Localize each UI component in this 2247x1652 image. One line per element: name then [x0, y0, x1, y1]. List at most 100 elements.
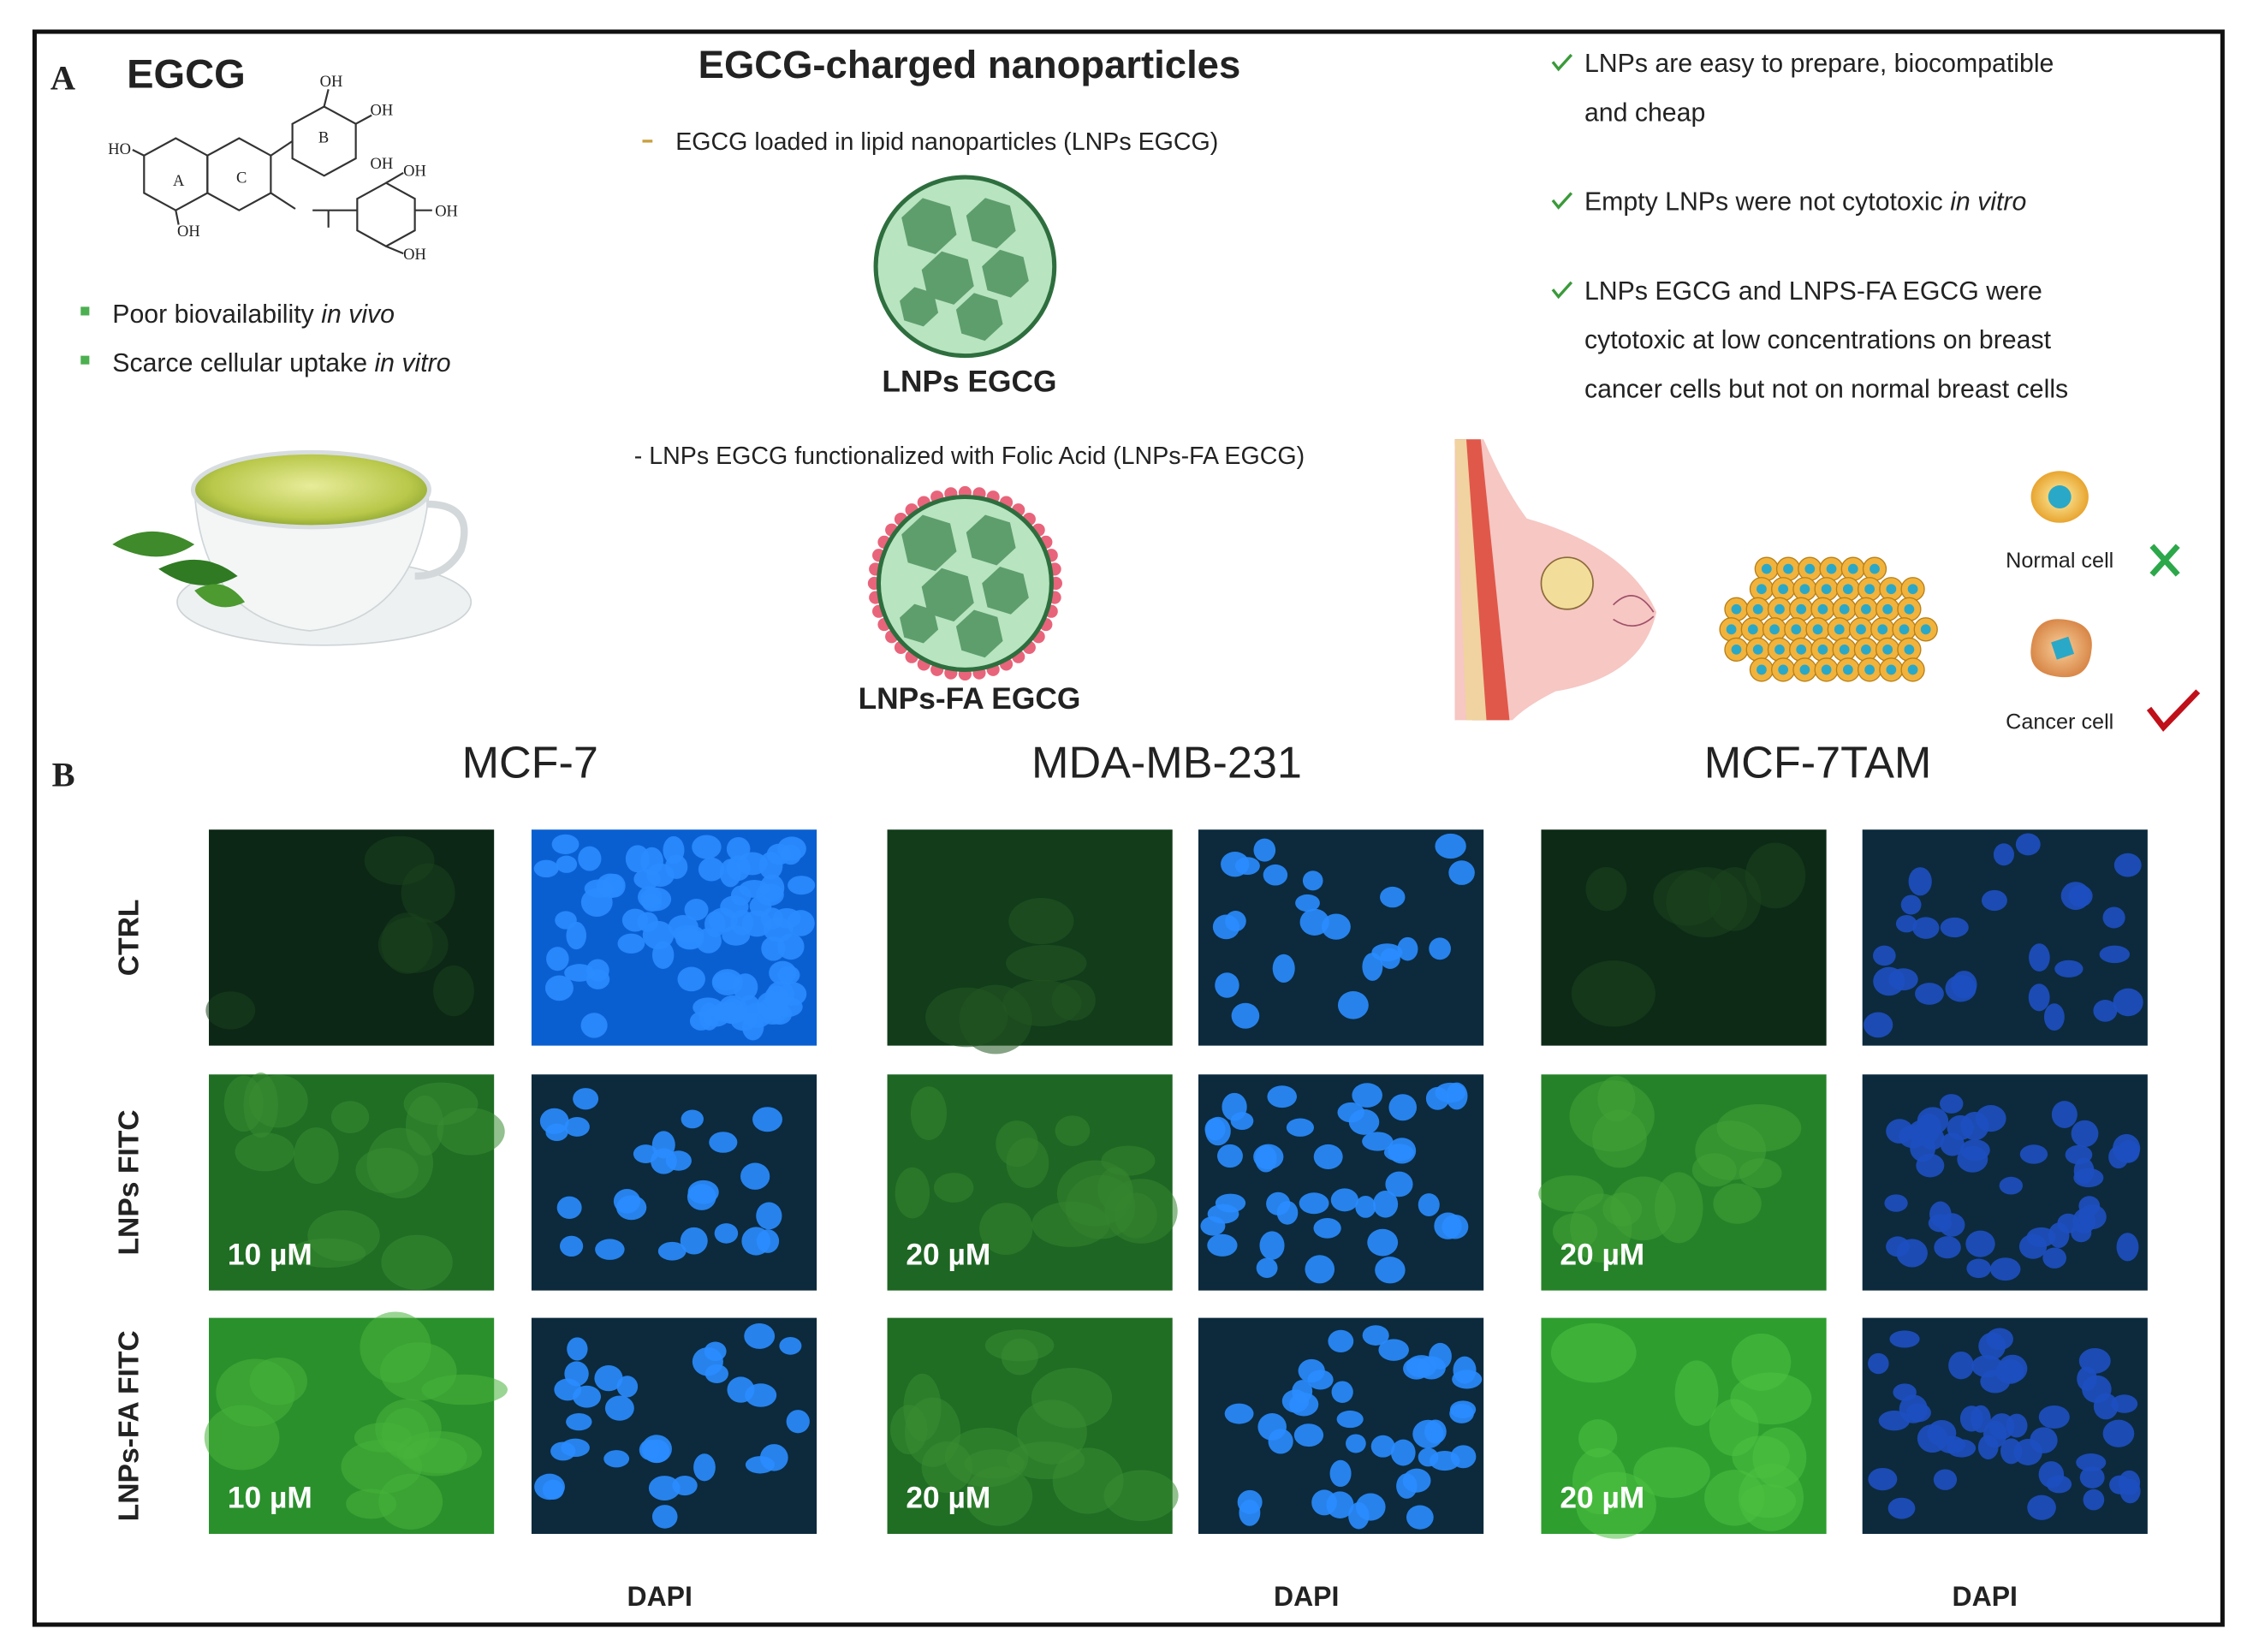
cross-mark [2149, 544, 2180, 577]
fitc-cell [378, 1473, 443, 1530]
fitc-cell [360, 1311, 431, 1383]
concentration-label: 20 µM [906, 1482, 990, 1515]
nucleus [1212, 914, 1240, 940]
nucleus [1362, 1132, 1394, 1151]
nucleus [1299, 908, 1329, 936]
crystal [921, 251, 974, 305]
nucleus [1796, 603, 1807, 615]
structure-label: B [318, 130, 329, 147]
nucleus [1999, 1176, 2024, 1195]
crystal [901, 514, 957, 572]
drawback-text: Poor biovailability [112, 300, 314, 329]
nucleus [559, 1235, 584, 1257]
nucleus [2026, 1227, 2056, 1248]
nucleus [1842, 584, 1853, 595]
nucleus [2029, 943, 2050, 972]
nucleus [1896, 1239, 1928, 1268]
fitc-cell [204, 1405, 280, 1471]
nucleus [1330, 1188, 1358, 1212]
nucleus [1910, 1134, 1936, 1162]
fitc-cell [243, 1073, 278, 1138]
nucleus [2038, 1405, 2070, 1429]
fitc-cell [1006, 944, 1087, 982]
finding-emphasis: in vitro [1950, 188, 2026, 217]
fitc-cell [1713, 1183, 1762, 1224]
nucleus [1402, 1468, 1431, 1493]
fitc-cell [355, 1147, 419, 1194]
nucleus [1842, 664, 1853, 675]
nucleus [698, 857, 725, 882]
nucleus [1355, 1195, 1376, 1218]
crystal [955, 293, 1003, 342]
micrograph-pair [1541, 1317, 2148, 1539]
nucleus [546, 947, 569, 972]
nucleus [681, 1109, 704, 1129]
nucleus [788, 876, 816, 895]
nucleus [1799, 664, 1810, 675]
drawback: Poor biovailability in vivo [112, 300, 395, 329]
fitc-cell [1001, 1338, 1038, 1376]
formulation-name: LNPs EGCG [882, 365, 1056, 399]
nucleus [1877, 624, 1888, 635]
nucleus [1362, 952, 1383, 981]
fitc-cell [1585, 866, 1627, 912]
nucleus [1882, 644, 1893, 655]
concentration-label: 20 µM [906, 1238, 990, 1271]
nucleus [1253, 838, 1276, 862]
fitc-cell [1570, 1193, 1632, 1263]
nucleus [1757, 584, 1767, 595]
cancer-cell-icon [2030, 619, 2092, 678]
nucleus [2099, 945, 2131, 964]
nucleus [1313, 1144, 1343, 1169]
panel-b: B MCF-7 DAPI MDA-MB-231 DAPI MCF-7TAM DAPI CTR… [52, 739, 2148, 1612]
fitc-cell [433, 965, 474, 1017]
finding-line: and cheap [1584, 98, 1705, 127]
nucleus [1348, 1501, 1370, 1530]
nucleus [2019, 1144, 2048, 1164]
section-title: EGCG-charged nanoparticles [698, 43, 1241, 86]
lnp-illustration [873, 175, 1057, 359]
nucleus [1231, 1002, 1260, 1029]
nucleus [642, 920, 675, 950]
structure-label: A [173, 173, 185, 190]
micrograph-pair [1538, 1074, 2148, 1291]
nucleus [2116, 1233, 2139, 1262]
nucleus [1406, 1355, 1437, 1378]
nucleus [2102, 906, 2125, 929]
concentration-label: 20 µM [1560, 1482, 1644, 1515]
nucleus [1940, 1132, 1965, 1156]
nucleus [693, 1453, 716, 1482]
nucleus [1217, 1144, 1243, 1168]
nucleus [1305, 1255, 1335, 1284]
nucleus [1799, 584, 1810, 595]
nucleus [2102, 1419, 2135, 1447]
nucleus [1388, 1094, 1418, 1121]
nucleus [1993, 843, 2014, 866]
fitc-cell [1592, 1109, 1647, 1168]
fitc-cell [1571, 960, 1656, 1027]
compound-name: EGCG [127, 51, 246, 97]
nucleus [771, 996, 803, 1018]
nucleus [564, 1361, 589, 1387]
nucleus [1425, 1086, 1450, 1110]
nucleus [664, 854, 688, 879]
fitc-cell [249, 1357, 307, 1405]
nucleus [1933, 1469, 1958, 1490]
nucleus [595, 1239, 625, 1260]
nucleus [603, 1450, 630, 1468]
nucleus [1804, 563, 1816, 574]
nucleus [1299, 1192, 1329, 1215]
nucleus [1834, 624, 1845, 635]
nucleus [1886, 1119, 1914, 1144]
nucleus [1731, 644, 1742, 655]
breast-illustration [1454, 439, 1657, 721]
nucleus [1769, 624, 1780, 635]
panel-a: A EGCG OH OH B OH HO A C OH OH OH OH Poor biovaila… [51, 43, 2201, 734]
nucleus [1259, 1231, 1285, 1260]
nucleus [1945, 974, 1977, 1002]
nucleus [1908, 867, 1932, 896]
nucleus [756, 1202, 782, 1230]
nucleus [2076, 1453, 2107, 1472]
crystal [900, 287, 939, 327]
nucleus [573, 1385, 602, 1408]
